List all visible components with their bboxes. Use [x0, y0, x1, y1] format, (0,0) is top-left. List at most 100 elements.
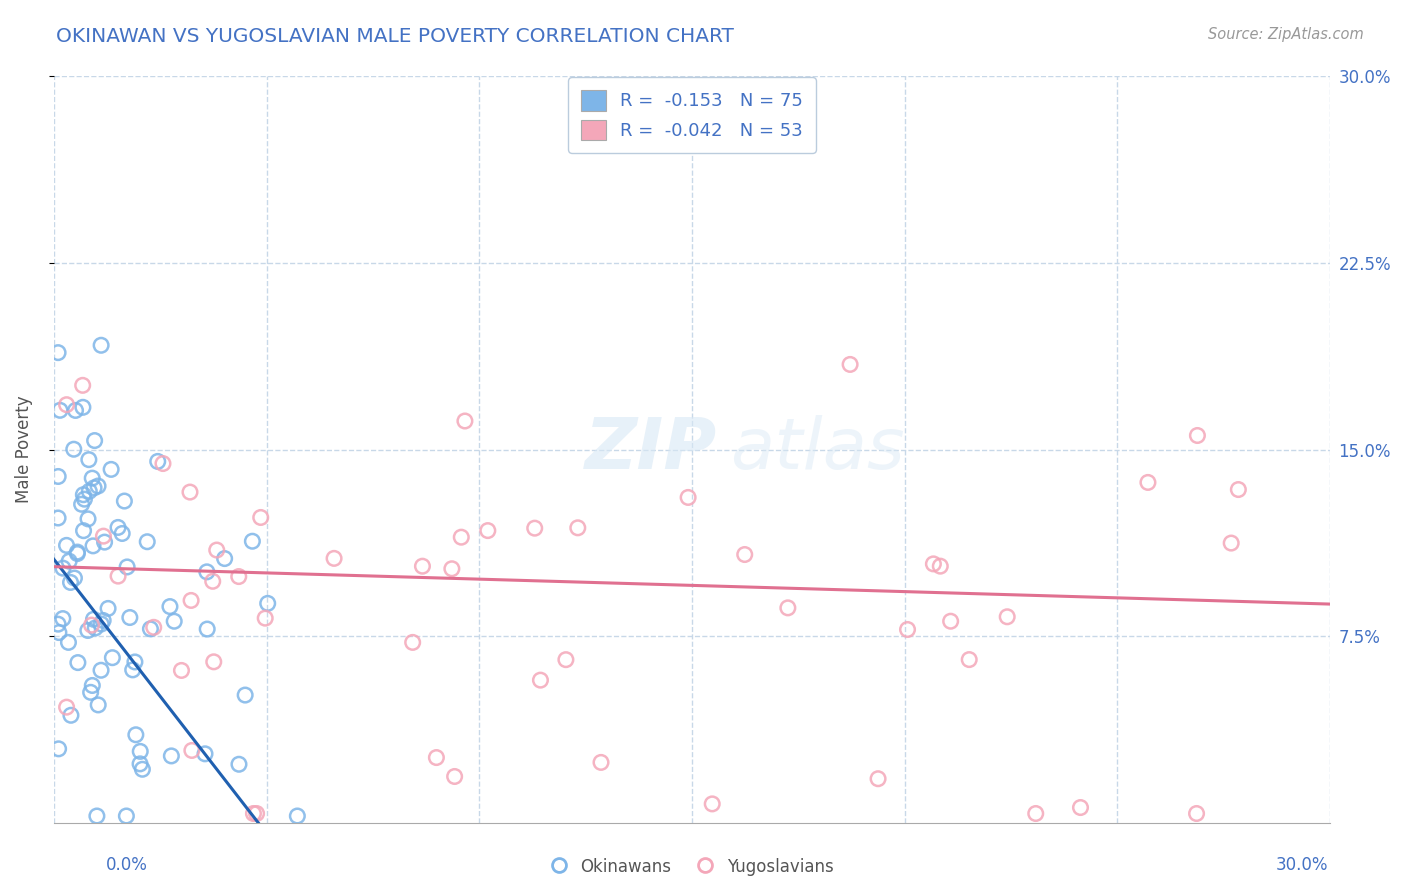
- Point: [233, 688, 256, 702]
- Point: [90, 663, 112, 677]
- Point: [136, 534, 159, 549]
- Point: [139, 622, 162, 636]
- Point: [70, 497, 93, 511]
- Point: [118, 610, 141, 624]
- Point: [83, 481, 105, 495]
- Point: [195, 622, 218, 636]
- Point: [839, 358, 862, 372]
- Point: [58, 554, 80, 568]
- Point: [922, 557, 945, 571]
- Point: [776, 600, 799, 615]
- Point: [256, 596, 278, 610]
- Text: 30.0%: 30.0%: [1277, 856, 1329, 874]
- Point: [80, 618, 103, 632]
- Point: [523, 521, 546, 535]
- Point: [323, 551, 346, 566]
- Point: [450, 530, 472, 544]
- Point: [90, 617, 112, 632]
- Point: [159, 599, 181, 614]
- Point: [129, 744, 152, 758]
- Point: [939, 614, 962, 628]
- Point: [72, 378, 94, 392]
- Point: [82, 471, 104, 485]
- Point: [1220, 536, 1243, 550]
- Point: [79, 685, 101, 699]
- Point: [49, 403, 72, 417]
- Point: [214, 551, 236, 566]
- Point: [79, 484, 101, 499]
- Point: [83, 434, 105, 448]
- Point: [90, 338, 112, 352]
- Point: [86, 809, 108, 823]
- Point: [93, 535, 115, 549]
- Text: Source: ZipAtlas.com: Source: ZipAtlas.com: [1208, 27, 1364, 42]
- Point: [1227, 483, 1250, 497]
- Point: [425, 750, 447, 764]
- Point: [443, 770, 465, 784]
- Text: atlas: atlas: [730, 415, 905, 484]
- Point: [589, 756, 612, 770]
- Point: [63, 571, 86, 585]
- Point: [58, 635, 80, 649]
- Point: [554, 653, 576, 667]
- Point: [46, 469, 69, 483]
- Point: [205, 543, 228, 558]
- Text: OKINAWAN VS YUGOSLAVIAN MALE POVERTY CORRELATION CHART: OKINAWAN VS YUGOSLAVIAN MALE POVERTY COR…: [56, 27, 734, 45]
- Point: [146, 454, 169, 468]
- Point: [82, 678, 104, 692]
- Point: [228, 757, 250, 772]
- Point: [477, 524, 499, 538]
- Point: [55, 700, 77, 714]
- Point: [249, 510, 271, 524]
- Point: [195, 565, 218, 579]
- Point: [84, 621, 107, 635]
- Point: [62, 442, 84, 457]
- Point: [100, 462, 122, 476]
- Point: [152, 457, 174, 471]
- Y-axis label: Male Poverty: Male Poverty: [15, 396, 32, 503]
- Point: [55, 398, 77, 412]
- Point: [567, 521, 589, 535]
- Point: [129, 756, 152, 771]
- Point: [97, 601, 120, 615]
- Point: [76, 624, 98, 638]
- Point: [112, 494, 135, 508]
- Point: [66, 547, 89, 561]
- Point: [82, 539, 104, 553]
- Point: [66, 545, 89, 559]
- Point: [179, 485, 201, 500]
- Point: [72, 524, 94, 538]
- Point: [201, 574, 224, 589]
- Point: [83, 612, 105, 626]
- Point: [73, 492, 96, 507]
- Point: [868, 772, 890, 786]
- Point: [46, 617, 69, 632]
- Point: [125, 728, 148, 742]
- Point: [46, 345, 69, 359]
- Legend: R =  -0.153   N = 75, R =  -0.042   N = 53: R = -0.153 N = 75, R = -0.042 N = 53: [568, 77, 815, 153]
- Point: [55, 538, 77, 552]
- Point: [242, 806, 264, 821]
- Point: [87, 479, 110, 493]
- Point: [202, 655, 225, 669]
- Point: [402, 635, 425, 649]
- Point: [1136, 475, 1159, 490]
- Point: [245, 806, 267, 821]
- Point: [1185, 806, 1208, 821]
- Point: [59, 575, 82, 590]
- Point: [121, 663, 143, 677]
- Text: ZIP: ZIP: [585, 415, 717, 484]
- Point: [929, 559, 952, 574]
- Point: [46, 511, 69, 525]
- Point: [411, 559, 433, 574]
- Point: [957, 652, 980, 666]
- Point: [160, 748, 183, 763]
- Point: [111, 526, 134, 541]
- Point: [72, 401, 94, 415]
- Point: [734, 548, 756, 562]
- Point: [180, 593, 202, 607]
- Point: [529, 673, 551, 687]
- Point: [107, 569, 129, 583]
- Point: [170, 664, 193, 678]
- Point: [285, 809, 308, 823]
